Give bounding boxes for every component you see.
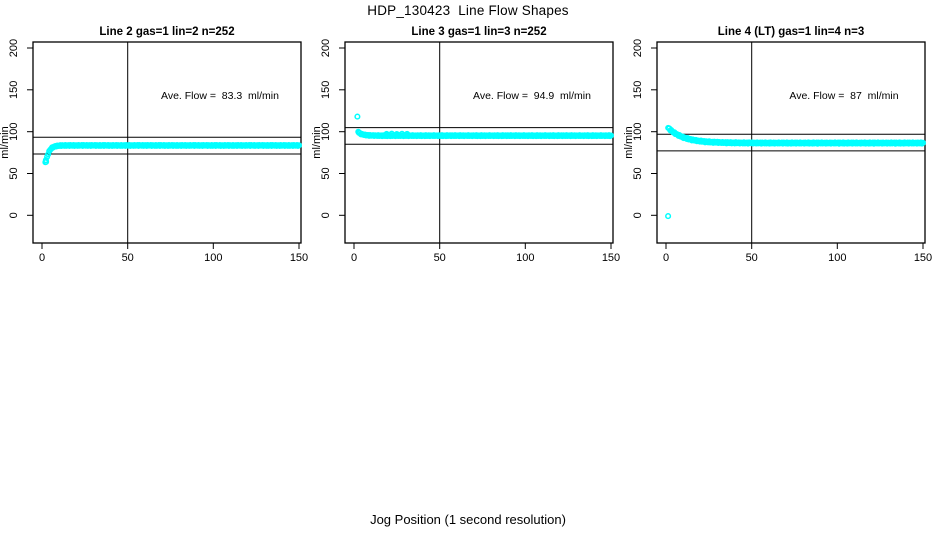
y-tick-label: 200 <box>320 39 332 57</box>
x-axis-label: Jog Position (1 second resolution) <box>370 512 566 527</box>
flow-point <box>355 128 362 135</box>
panel-title: Line 2 gas=1 lin=2 n=252 <box>99 26 234 38</box>
y-tick-label: 200 <box>8 39 20 57</box>
x-tick-label: 0 <box>351 252 357 264</box>
y-tick-label: 0 <box>8 212 20 218</box>
x-tick-label: 150 <box>290 252 308 264</box>
flow-point <box>42 157 49 164</box>
data-points <box>42 141 303 166</box>
x-tick-label: 50 <box>122 252 134 264</box>
x-tick-label: 50 <box>746 252 758 264</box>
x-tick-label: 150 <box>602 252 620 264</box>
flow-point <box>295 142 303 149</box>
y-tick-label: 50 <box>320 167 332 179</box>
y-axis-title: ml/min <box>312 126 323 158</box>
flow-point <box>919 139 927 146</box>
ave-flow-annotation: Ave. Flow = 87 ml/min <box>789 90 898 102</box>
panel-line-3: Line 3 gas=1 lin=3 n=252 0 50 100 150 0 50 100 1… <box>312 26 620 264</box>
y-tick-label: 150 <box>8 81 20 99</box>
flow-point <box>665 213 672 220</box>
flow-point <box>354 113 361 120</box>
y-tick-label: 100 <box>632 123 644 141</box>
y-tick-label: 50 <box>8 167 20 179</box>
x-tick-label: 100 <box>204 252 222 264</box>
y-tick-label: 50 <box>632 167 644 179</box>
flow-point <box>607 132 615 139</box>
panel-title: Line 3 gas=1 lin=3 n=252 <box>411 26 546 38</box>
ave-flow-annotation: Ave. Flow = 94.9 ml/min <box>473 90 591 102</box>
x-tick-label: 100 <box>828 252 846 264</box>
figure-title: HDP_130423 Line Flow Shapes <box>367 3 569 18</box>
plot-box <box>344 41 614 244</box>
x-tick-label: 0 <box>39 252 45 264</box>
y-tick-label: 150 <box>632 81 644 99</box>
ave-flow-annotation: Ave. Flow = 83.3 ml/min <box>161 90 279 102</box>
x-tick-label: 50 <box>434 252 446 264</box>
y-axis-title: ml/min <box>624 126 635 158</box>
panel-line-2: Line 2 gas=1 lin=2 n=252 0 50 100 150 0 50 100 1… <box>0 26 308 264</box>
y-tick-label: 0 <box>632 212 644 218</box>
x-tick-label: 150 <box>914 252 932 264</box>
plot-box <box>32 41 302 244</box>
data-points <box>665 124 927 220</box>
panel-title: Line 4 (LT) gas=1 lin=4 n=3 <box>718 26 864 38</box>
panel-line-4: Line 4 (LT) gas=1 lin=4 n=3 0 50 100 150 0 50 1… <box>624 26 932 264</box>
x-tick-label: 0 <box>663 252 669 264</box>
y-tick-label: 100 <box>320 123 332 141</box>
data-points <box>354 113 615 140</box>
y-tick-label: 200 <box>632 39 644 57</box>
y-tick-label: 0 <box>320 212 332 218</box>
y-tick-label: 100 <box>8 123 20 141</box>
x-tick-label: 100 <box>516 252 534 264</box>
y-axis-title: ml/min <box>0 126 11 158</box>
flow-point <box>404 130 411 137</box>
y-tick-label: 150 <box>320 81 332 99</box>
